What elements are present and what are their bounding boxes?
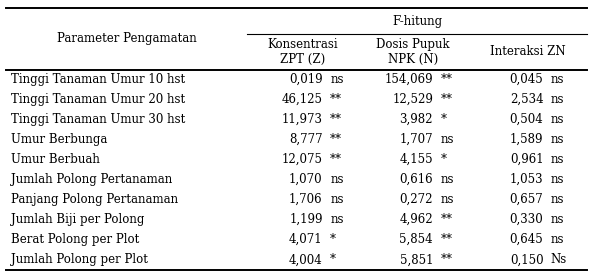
- Text: Jumlah Biji per Polong: Jumlah Biji per Polong: [11, 213, 144, 226]
- Text: 1,589: 1,589: [510, 133, 543, 146]
- Text: ns: ns: [441, 133, 454, 146]
- Text: *: *: [441, 113, 447, 126]
- Text: Jumlah Polong Pertanaman: Jumlah Polong Pertanaman: [11, 173, 172, 186]
- Text: ns: ns: [550, 173, 564, 186]
- Text: 2,534: 2,534: [510, 93, 543, 106]
- Text: ns: ns: [550, 193, 564, 206]
- Text: **: **: [330, 93, 342, 106]
- Text: 11,973: 11,973: [282, 113, 323, 126]
- Text: 4,155: 4,155: [400, 153, 433, 166]
- Text: 5,851: 5,851: [400, 253, 433, 266]
- Text: 1,199: 1,199: [289, 213, 323, 226]
- Text: 0,504: 0,504: [510, 113, 543, 126]
- Text: ns: ns: [441, 193, 454, 206]
- Text: Umur Berbuah: Umur Berbuah: [11, 153, 100, 166]
- Text: ns: ns: [330, 213, 344, 226]
- Text: 0,019: 0,019: [289, 73, 323, 86]
- Text: **: **: [441, 253, 452, 266]
- Text: 5,854: 5,854: [400, 233, 433, 246]
- Text: ns: ns: [330, 173, 344, 186]
- Text: 8,777: 8,777: [289, 133, 323, 146]
- Text: ns: ns: [550, 133, 564, 146]
- Text: 3,982: 3,982: [400, 113, 433, 126]
- Text: Umur Berbunga: Umur Berbunga: [11, 133, 107, 146]
- Text: *: *: [441, 153, 447, 166]
- Text: 12,529: 12,529: [392, 93, 433, 106]
- Text: 4,071: 4,071: [289, 233, 323, 246]
- Text: **: **: [441, 93, 452, 106]
- Text: ns: ns: [550, 213, 564, 226]
- Text: 0,657: 0,657: [510, 193, 543, 206]
- Text: F-hitung: F-hitung: [392, 15, 442, 28]
- Text: 0,330: 0,330: [510, 213, 543, 226]
- Text: Berat Polong per Plot: Berat Polong per Plot: [11, 233, 139, 246]
- Text: 12,075: 12,075: [282, 153, 323, 166]
- Text: 1,070: 1,070: [289, 173, 323, 186]
- Text: ns: ns: [330, 73, 344, 86]
- Text: ns: ns: [550, 153, 564, 166]
- Text: ns: ns: [330, 193, 344, 206]
- Text: ns: ns: [550, 113, 564, 126]
- Text: *: *: [330, 253, 336, 266]
- Text: 0,272: 0,272: [400, 193, 433, 206]
- Text: **: **: [330, 113, 342, 126]
- Text: 0,645: 0,645: [510, 233, 543, 246]
- Text: **: **: [330, 153, 342, 166]
- Text: 1,707: 1,707: [400, 133, 433, 146]
- Text: Tinggi Tanaman Umur 20 hst: Tinggi Tanaman Umur 20 hst: [11, 93, 184, 106]
- Text: Interaksi ZN: Interaksi ZN: [490, 45, 565, 58]
- Text: Tinggi Tanaman Umur 30 hst: Tinggi Tanaman Umur 30 hst: [11, 113, 185, 126]
- Text: Ns: Ns: [550, 253, 567, 266]
- Text: ns: ns: [550, 93, 564, 106]
- Text: *: *: [330, 233, 336, 246]
- Text: 1,053: 1,053: [510, 173, 543, 186]
- Text: 0,616: 0,616: [400, 173, 433, 186]
- Text: **: **: [330, 133, 342, 146]
- Text: 0,961: 0,961: [510, 153, 543, 166]
- Text: 46,125: 46,125: [282, 93, 323, 106]
- Text: 154,069: 154,069: [384, 73, 433, 86]
- Text: ns: ns: [441, 173, 454, 186]
- Text: 4,962: 4,962: [400, 213, 433, 226]
- Text: ns: ns: [550, 73, 564, 86]
- Text: 4,004: 4,004: [289, 253, 323, 266]
- Text: **: **: [441, 73, 452, 86]
- Text: Tinggi Tanaman Umur 10 hst: Tinggi Tanaman Umur 10 hst: [11, 73, 184, 86]
- Text: 0,045: 0,045: [510, 73, 543, 86]
- Text: ns: ns: [550, 233, 564, 246]
- Text: Jumlah Polong per Plot: Jumlah Polong per Plot: [11, 253, 148, 266]
- Text: Konsentrasi
ZPT (Z): Konsentrasi ZPT (Z): [267, 38, 337, 66]
- Text: Panjang Polong Pertanaman: Panjang Polong Pertanaman: [11, 193, 178, 206]
- Text: 1,706: 1,706: [289, 193, 323, 206]
- Text: Parameter Pengamatan: Parameter Pengamatan: [57, 33, 196, 46]
- Text: 0,150: 0,150: [510, 253, 543, 266]
- Text: Dosis Pupuk
NPK (N): Dosis Pupuk NPK (N): [376, 38, 449, 66]
- Text: **: **: [441, 233, 452, 246]
- Text: **: **: [441, 213, 452, 226]
